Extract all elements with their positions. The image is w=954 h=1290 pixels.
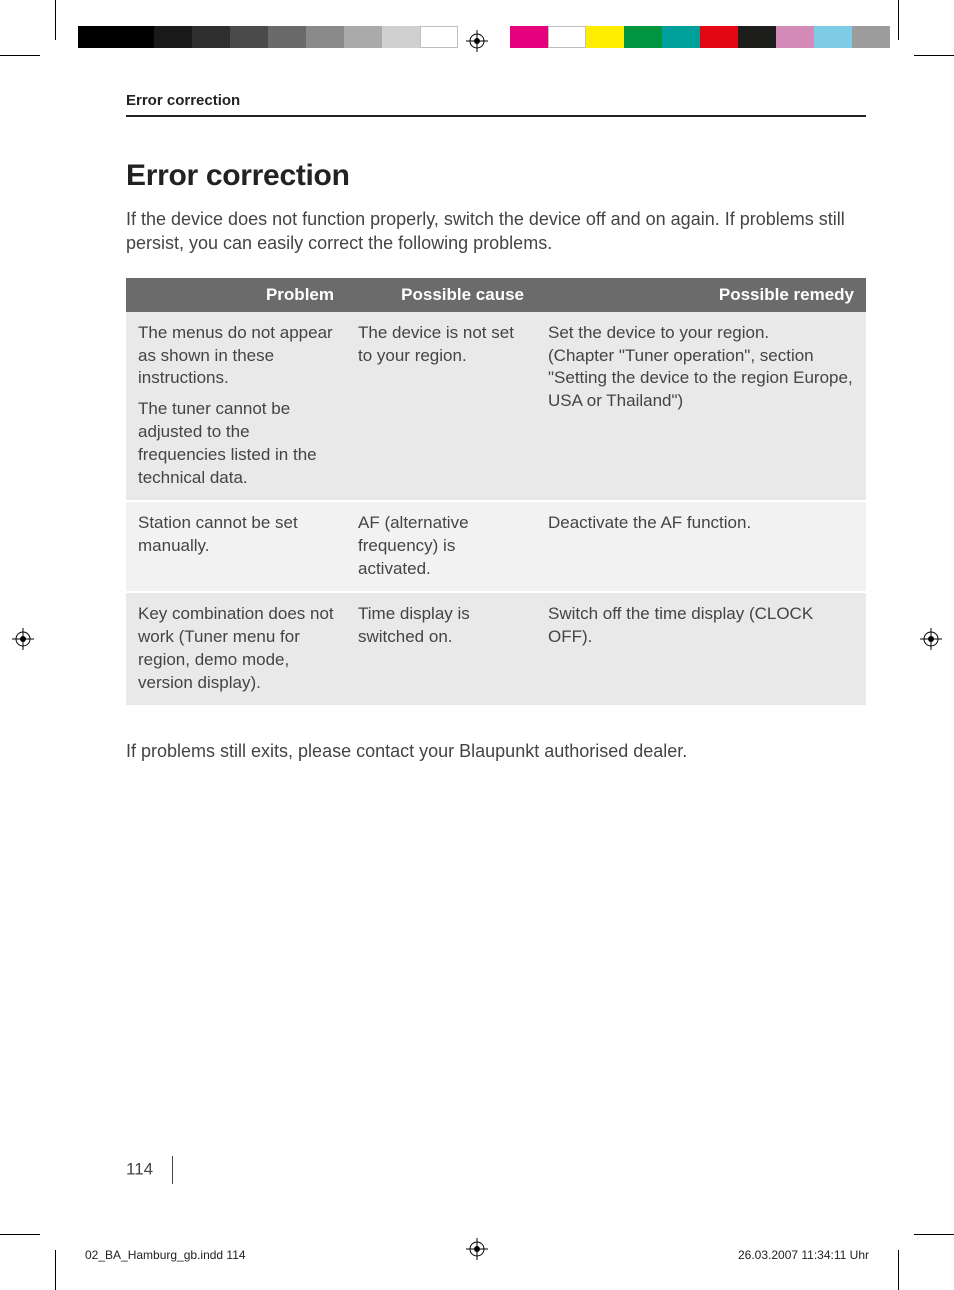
page-content: Error correction Error correction If the… — [126, 92, 866, 762]
cell-cause: The device is not set to your region. — [346, 312, 536, 502]
cell-remedy: Set the device to your region. (Chapter … — [536, 312, 866, 502]
cell-cause: Time display is switched on. — [346, 592, 536, 706]
color-swatch — [738, 26, 776, 48]
cell-cause: AF (alternative frequen­cy) is activated… — [346, 501, 536, 592]
table-row: The menus do not appear as shown in thes… — [126, 312, 866, 502]
crop-mark — [914, 55, 954, 56]
outro-paragraph: If problems still exits, please contact … — [126, 741, 866, 762]
cell-problem: Station cannot be set manually. — [126, 501, 346, 592]
troubleshooting-table: Problem Possible cause Possible remedy T… — [126, 278, 866, 707]
registration-mark-icon — [920, 628, 942, 650]
cell-remedy: Deactivate the AF func­tion. — [536, 501, 866, 592]
print-sheet: Error correction Error correction If the… — [0, 0, 954, 1290]
th-remedy: Possible remedy — [536, 278, 866, 312]
crop-mark — [55, 1250, 56, 1290]
page-number-rule — [172, 1156, 173, 1184]
color-swatch — [548, 26, 586, 48]
color-swatch — [230, 26, 268, 48]
crop-mark — [0, 1234, 40, 1235]
table-row: Key combination does not work (Tuner men… — [126, 592, 866, 706]
page-title: Error correction — [126, 159, 866, 193]
color-swatch — [116, 26, 154, 48]
page-number: 114 — [126, 1156, 173, 1184]
color-swatch — [382, 26, 420, 48]
color-swatch — [776, 26, 814, 48]
crop-mark — [898, 1250, 899, 1290]
intro-paragraph: If the device does not function properly… — [126, 207, 866, 256]
th-problem: Problem — [126, 278, 346, 312]
cell-problem: The menus do not appear as shown in thes… — [126, 312, 346, 502]
running-head: Error correction — [126, 92, 866, 117]
cell-remedy: Switch off the time dis­play (CLOCK OFF)… — [536, 592, 866, 706]
th-cause: Possible cause — [346, 278, 536, 312]
table-header-row: Problem Possible cause Possible remedy — [126, 278, 866, 312]
color-swatch — [306, 26, 344, 48]
color-swatch — [154, 26, 192, 48]
color-swatch — [344, 26, 382, 48]
color-swatch — [78, 26, 116, 48]
crop-mark — [898, 0, 899, 40]
table-row: Station cannot be set manually. AF (alte… — [126, 501, 866, 592]
color-swatch — [510, 26, 548, 48]
color-swatch — [192, 26, 230, 48]
color-swatch — [814, 26, 852, 48]
color-swatch — [700, 26, 738, 48]
crop-mark — [914, 1234, 954, 1235]
cell-text: Set the device to your region. (Chapter … — [548, 323, 853, 411]
cell-problem: Key combination does not work (Tuner men… — [126, 592, 346, 706]
slug-timestamp: 26.03.2007 11:34:11 Uhr — [738, 1248, 869, 1262]
slug-filename: 02_BA_Hamburg_gb.indd 114 — [85, 1248, 246, 1262]
crop-mark — [55, 0, 56, 40]
color-swatch — [624, 26, 662, 48]
registration-mark-icon — [12, 628, 34, 650]
color-swatch — [662, 26, 700, 48]
color-swatch — [268, 26, 306, 48]
cell-text: The menus do not appear as shown in thes… — [138, 322, 334, 391]
page-number-value: 114 — [126, 1159, 153, 1178]
cell-text: The tuner cannot be adjusted to the freq… — [138, 398, 334, 490]
color-swatch — [586, 26, 624, 48]
grayscale-colorbar — [78, 26, 458, 48]
registration-mark-icon — [466, 30, 488, 52]
registration-mark-icon — [466, 1238, 488, 1260]
process-colorbar — [510, 26, 890, 48]
crop-mark — [0, 55, 40, 56]
color-swatch — [420, 26, 458, 48]
color-swatch — [852, 26, 890, 48]
